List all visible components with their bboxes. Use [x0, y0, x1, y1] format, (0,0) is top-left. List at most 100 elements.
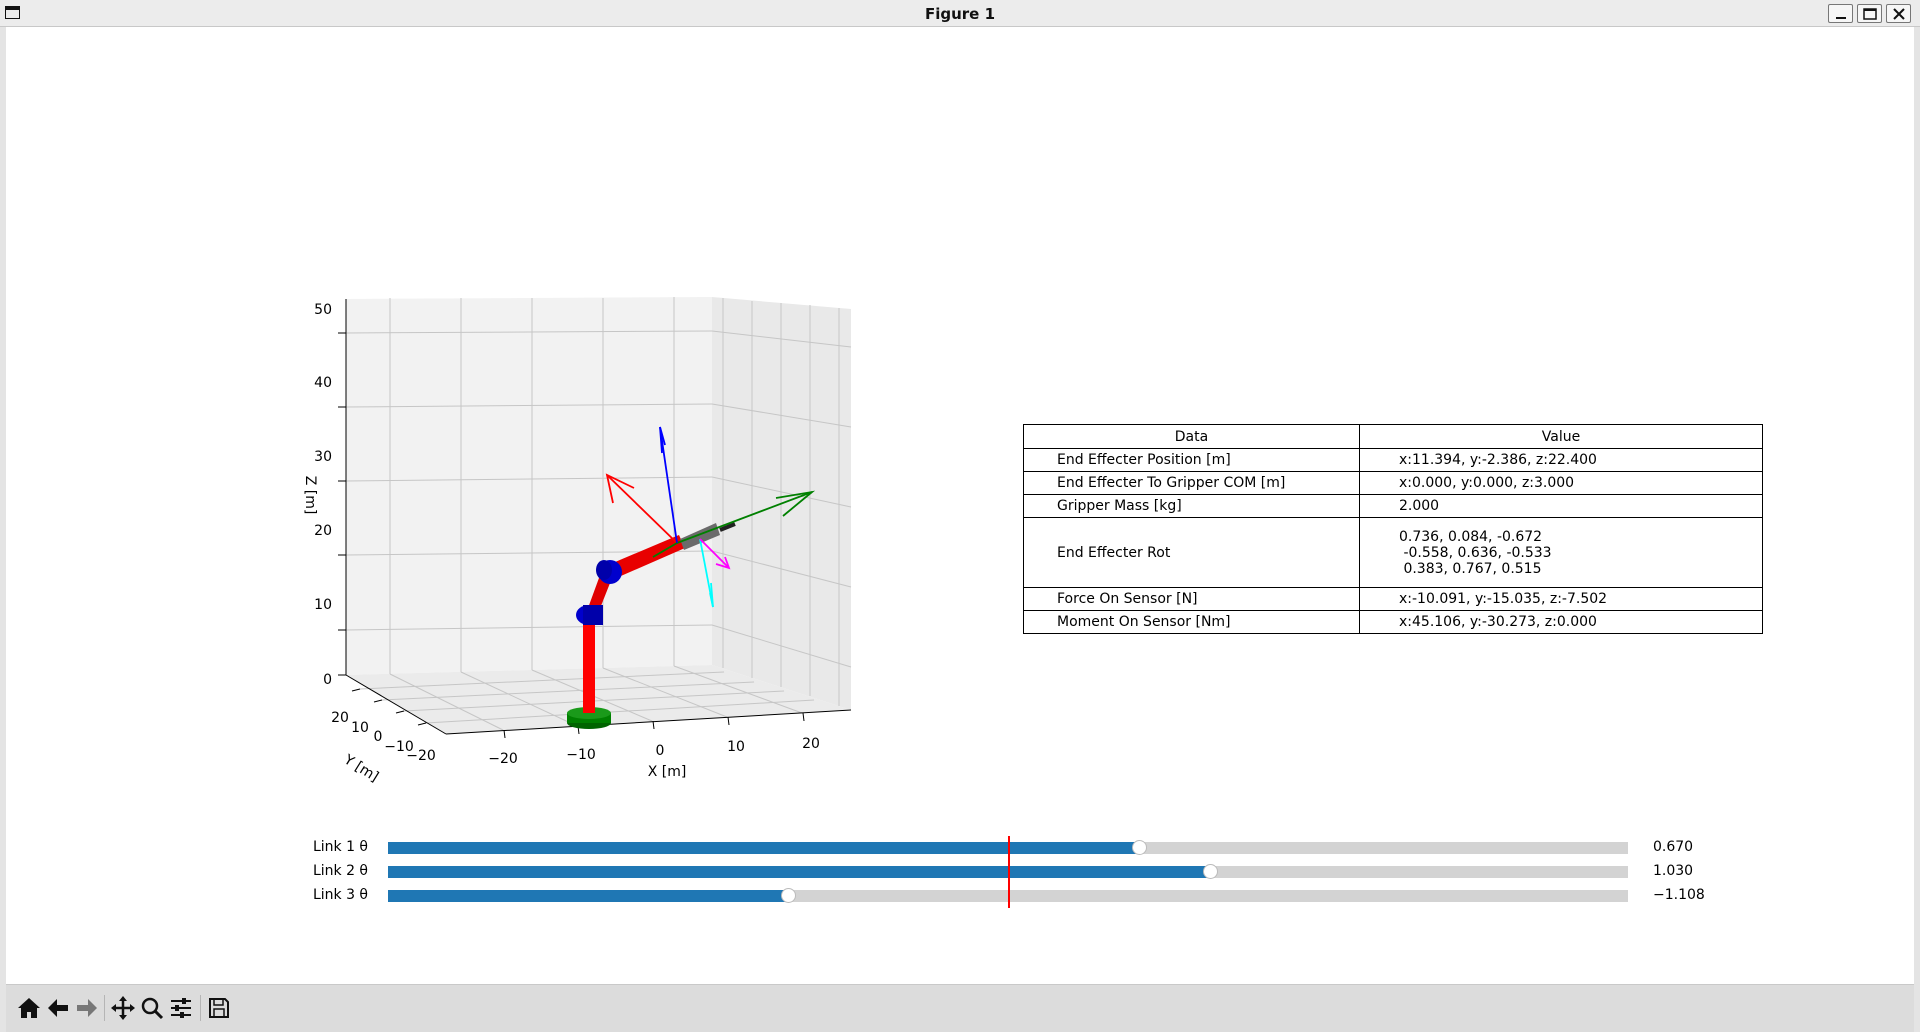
y-tick-label: −10 — [384, 739, 414, 755]
moment-arrow — [699, 538, 730, 569]
forward-arrow-icon — [77, 999, 97, 1017]
save-button[interactable] — [206, 995, 232, 1021]
minimize-icon — [1836, 17, 1846, 19]
pan-icon — [111, 996, 135, 1020]
navigation-toolbar — [6, 984, 1914, 1032]
zoom-icon — [141, 997, 164, 1020]
frame-y-back — [652, 542, 678, 558]
slider-handle[interactable] — [1132, 840, 1148, 855]
close-button[interactable] — [1886, 4, 1911, 23]
close-icon — [1893, 8, 1905, 20]
zoom-button[interactable] — [139, 995, 165, 1021]
y-tick-label: 10 — [351, 720, 369, 736]
frame-z-arrow — [659, 426, 678, 544]
title-bar: Figure 1 — [0, 0, 1920, 27]
frame-y-arrow — [676, 491, 813, 544]
toolbar-separator — [200, 995, 201, 1021]
z-tick-label: 40 — [314, 375, 332, 391]
floor-grid — [359, 665, 815, 731]
forward-button[interactable] — [74, 995, 100, 1021]
table-row: End Effecter Position [m] x:11.394, y:-2… — [1023, 448, 1763, 472]
toolbar-separator — [104, 995, 105, 1021]
robot-joint-2-cap — [596, 560, 612, 580]
floor-pane — [346, 665, 851, 734]
table-header-row: Data Value — [1023, 424, 1763, 449]
axis-lines — [345, 299, 852, 735]
slider-handle[interactable] — [781, 888, 797, 903]
slider-track[interactable] — [388, 860, 1628, 884]
frame-z-arrowhead — [659, 426, 666, 454]
z-tick-label: 10 — [314, 597, 332, 613]
maximize-icon — [1863, 8, 1877, 20]
slider-value: 0.670 — [1653, 839, 1694, 855]
table-cell-label: End Effecter Rot — [1023, 517, 1360, 588]
y-tick-label: 0 — [374, 729, 383, 745]
x-tick-label: −20 — [488, 751, 518, 767]
configure-subplots-button[interactable] — [168, 995, 194, 1021]
table-row: Moment On Sensor [Nm] x:45.106, y:-30.27… — [1023, 610, 1763, 634]
back-button[interactable] — [45, 995, 71, 1021]
x-tick-label: 0 — [656, 743, 665, 759]
rotation-row: -0.558, 0.636, -0.533 — [1399, 544, 1552, 561]
save-icon — [209, 998, 229, 1018]
slider-label: Link 3 θ — [312, 887, 368, 903]
y-axis-label: Y [m] — [340, 751, 381, 785]
slider-track[interactable] — [388, 836, 1628, 860]
table-row: End Effecter To Gripper COM [m] x:0.000,… — [1023, 471, 1763, 495]
table-cell-value: x:-10.091, y:-15.035, z:-7.502 — [1359, 587, 1763, 611]
table-cell-value: 2.000 — [1359, 494, 1763, 518]
z-axis-ticks — [338, 332, 346, 676]
slider-value: 1.030 — [1653, 863, 1694, 879]
table-cell-value: x:45.106, y:-30.273, z:0.000 — [1359, 610, 1763, 634]
robot-arm-3d-plot[interactable]: 0 10 20 30 40 50 Z [m] −20 −10 0 10 20 X… — [6, 27, 906, 807]
end-effector-frame — [605, 426, 816, 608]
table-cell-label: Gripper Mass [kg] — [1023, 494, 1360, 518]
minimize-button[interactable] — [1828, 4, 1853, 23]
configure-subplots-icon — [171, 998, 191, 1018]
frame-x-arrowhead — [605, 473, 635, 504]
slider-fill — [388, 866, 1212, 878]
maximize-button[interactable] — [1857, 4, 1882, 23]
table-cell-value: 0.736, 0.084, -0.672 -0.558, 0.636, -0.5… — [1359, 517, 1763, 588]
table-cell-label: Moment On Sensor [Nm] — [1023, 610, 1360, 634]
table-cell-label: End Effecter To Gripper COM [m] — [1023, 471, 1360, 495]
gripper-tip — [719, 522, 736, 532]
robot-link-3 — [608, 535, 685, 579]
table-cell-value: x:0.000, y:0.000, z:3.000 — [1359, 471, 1763, 495]
slider-fill — [388, 890, 790, 902]
slider-label: Link 1 θ — [312, 839, 368, 855]
back-pane — [346, 297, 712, 675]
figure-canvas[interactable]: 0 10 20 30 40 50 Z [m] −20 −10 0 10 20 X… — [6, 27, 1914, 984]
link-3-slider[interactable]: Link 3 θ −1.108 — [6, 884, 1914, 908]
rotation-row: 0.736, 0.084, -0.672 — [1399, 528, 1543, 545]
link-1-slider[interactable]: Link 1 θ 0.670 — [6, 836, 1914, 860]
table-header-value: Value — [1359, 424, 1763, 449]
moment-arrowhead — [715, 556, 731, 570]
link-2-slider[interactable]: Link 2 θ 1.030 — [6, 860, 1914, 884]
force-arrowhead — [709, 582, 714, 608]
z-tick-label: 20 — [314, 523, 332, 539]
y-axis-ticks — [351, 688, 427, 726]
x-tick-label: 10 — [727, 739, 745, 755]
window-border-left — [0, 27, 6, 1032]
slider-handle[interactable] — [1203, 864, 1219, 879]
y-tick-label: −20 — [406, 748, 436, 764]
table-header-data: Data — [1023, 424, 1360, 449]
window-menu-icon[interactable] — [5, 6, 20, 19]
slider-label: Link 2 θ — [312, 863, 368, 879]
slider-value: −1.108 — [1653, 887, 1705, 903]
y-tick-label: 20 — [331, 710, 349, 726]
table-row: Force On Sensor [N] x:-10.091, y:-15.035… — [1023, 587, 1763, 611]
table-cell-label: End Effecter Position [m] — [1023, 448, 1360, 472]
slider-initial-marker — [1008, 836, 1010, 860]
slider-track[interactable] — [388, 884, 1628, 908]
back-arrow-icon — [48, 999, 68, 1017]
slider-initial-marker — [1008, 884, 1010, 908]
window-title: Figure 1 — [924, 5, 996, 23]
robot-joint-1-body — [583, 605, 603, 625]
pan-button[interactable] — [110, 995, 136, 1021]
rotation-row: 0.383, 0.767, 0.515 — [1399, 560, 1542, 577]
table-row: End Effecter Rot 0.736, 0.084, -0.672 -0… — [1023, 517, 1763, 588]
frame-x-arrow — [606, 474, 678, 544]
home-button[interactable] — [16, 995, 42, 1021]
